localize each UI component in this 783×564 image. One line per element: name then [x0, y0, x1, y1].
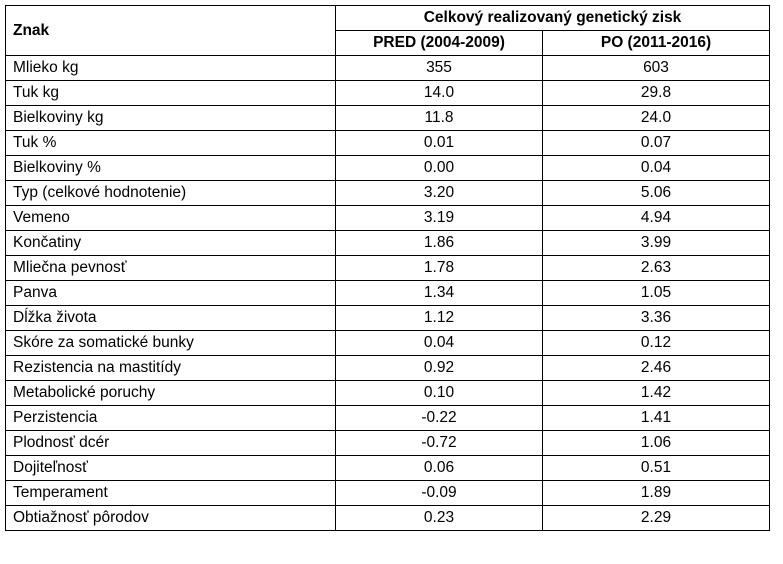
- trait-label: Obtiažnosť pôrodov: [5, 505, 336, 531]
- po-value: 2.29: [541, 505, 771, 531]
- pred-value: 1.78: [335, 255, 543, 281]
- po-column-header: PO (2011-2016): [541, 30, 771, 56]
- table-row: Dojiteľnosť 0.06 0.51: [5, 455, 771, 481]
- po-value: 1.42: [541, 380, 771, 406]
- table-row: Tuk % 0.01 0.07: [5, 130, 771, 156]
- po-value: 2.63: [541, 255, 771, 281]
- po-value: 3.36: [541, 305, 771, 331]
- pred-value: 0.04: [335, 330, 543, 356]
- pred-value: 3.19: [335, 205, 543, 231]
- pred-value: 3.20: [335, 180, 543, 206]
- trait-label: Skóre za somatické bunky: [5, 330, 336, 356]
- trait-label: Bielkoviny kg: [5, 105, 336, 131]
- table-row: Vemeno 3.19 4.94: [5, 205, 771, 231]
- table-row: Plodnosť dcér -0.72 1.06: [5, 430, 771, 456]
- genetic-gain-group-header: Celkový realizovaný genetický zisk: [334, 5, 771, 31]
- table-body: Mlieko kg 355 603 Tuk kg 14.0 29.8 Bielkoviny …: [5, 55, 771, 531]
- header-row-group: Znak Celkový realizovaný genetický zisk: [5, 5, 771, 56]
- trait-label: Končatiny: [5, 230, 336, 256]
- table-row: Dĺžka života 1.12 3.36: [5, 305, 771, 331]
- pred-value: -0.72: [335, 430, 543, 456]
- genetic-gain-table-container: Znak Celkový realizovaný genetický zisk …: [5, 5, 771, 531]
- table-row: Bielkoviny % 0.00 0.04: [5, 155, 771, 181]
- trait-column-header: Znak: [5, 5, 336, 56]
- header-row-periods: PRED (2004-2009) PO (2011-2016): [6, 30, 771, 56]
- po-value: 3.99: [541, 230, 771, 256]
- table-row: Mliečna pevnosť 1.78 2.63: [5, 255, 771, 281]
- pred-value: 355: [335, 55, 543, 81]
- table-row: Metabolické poruchy 0.10 1.42: [5, 380, 771, 406]
- pred-value: 0.10: [335, 380, 543, 406]
- trait-label: Plodnosť dcér: [5, 430, 336, 456]
- table-row: Typ (celkové hodnotenie) 3.20 5.06: [5, 180, 771, 206]
- table-row: Tuk kg 14.0 29.8: [5, 80, 771, 106]
- table-row: Panva 1.34 1.05: [5, 280, 771, 306]
- pred-value: 0.92: [335, 355, 543, 381]
- trait-label: Rezistencia na mastitídy: [5, 355, 336, 381]
- po-value: 0.51: [541, 455, 771, 481]
- po-value: 603: [541, 55, 771, 81]
- pred-column-header: PRED (2004-2009): [335, 30, 543, 56]
- po-value: 1.05: [541, 280, 771, 306]
- po-value: 0.12: [541, 330, 771, 356]
- po-value: 1.06: [541, 430, 771, 456]
- pred-value: 0.23: [335, 505, 543, 531]
- po-value: 29.8: [541, 80, 771, 106]
- table-row: Perzistencia -0.22 1.41: [5, 405, 771, 431]
- trait-label: Metabolické poruchy: [5, 380, 336, 406]
- table-row: Rezistencia na mastitídy 0.92 2.46: [5, 355, 771, 381]
- trait-label: Mliečna pevnosť: [5, 255, 336, 281]
- po-value: 1.89: [541, 480, 771, 506]
- table-row: Končatiny 1.86 3.99: [5, 230, 771, 256]
- trait-label: Tuk kg: [5, 80, 336, 106]
- pred-value: 0.01: [335, 130, 543, 156]
- trait-label: Bielkoviny %: [5, 155, 336, 181]
- pred-value: 1.86: [335, 230, 543, 256]
- trait-label: Dojiteľnosť: [5, 455, 336, 481]
- pred-value: 1.12: [335, 305, 543, 331]
- trait-label: Typ (celkové hodnotenie): [5, 180, 336, 206]
- trait-label: Dĺžka života: [5, 305, 336, 331]
- table-row: Temperament -0.09 1.89: [5, 480, 771, 506]
- pred-value: -0.09: [335, 480, 543, 506]
- trait-label: Panva: [5, 280, 336, 306]
- po-value: 0.04: [541, 155, 771, 181]
- po-value: 1.41: [541, 405, 771, 431]
- table-row: Obtiažnosť pôrodov 0.23 2.29: [5, 505, 771, 531]
- trait-label: Temperament: [5, 480, 336, 506]
- pred-value: 14.0: [335, 80, 543, 106]
- pred-value: 0.06: [335, 455, 543, 481]
- pred-value: 0.00: [335, 155, 543, 181]
- pred-value: 1.34: [335, 280, 543, 306]
- trait-label: Vemeno: [5, 205, 336, 231]
- table-row: Skóre za somatické bunky 0.04 0.12: [5, 330, 771, 356]
- po-value: 2.46: [541, 355, 771, 381]
- po-value: 0.07: [541, 130, 771, 156]
- table-row: Mlieko kg 355 603: [5, 55, 771, 81]
- table-header: Znak Celkový realizovaný genetický zisk …: [5, 5, 771, 56]
- trait-label: Tuk %: [5, 130, 336, 156]
- genetic-gain-table: Znak Celkový realizovaný genetický zisk …: [5, 5, 771, 531]
- table-row: Bielkoviny kg 11.8 24.0: [5, 105, 771, 131]
- trait-label: Perzistencia: [5, 405, 336, 431]
- po-value: 4.94: [541, 205, 771, 231]
- trait-label: Mlieko kg: [5, 55, 336, 81]
- pred-value: -0.22: [335, 405, 543, 431]
- po-value: 5.06: [541, 180, 771, 206]
- po-value: 24.0: [541, 105, 771, 131]
- pred-value: 11.8: [335, 105, 543, 131]
